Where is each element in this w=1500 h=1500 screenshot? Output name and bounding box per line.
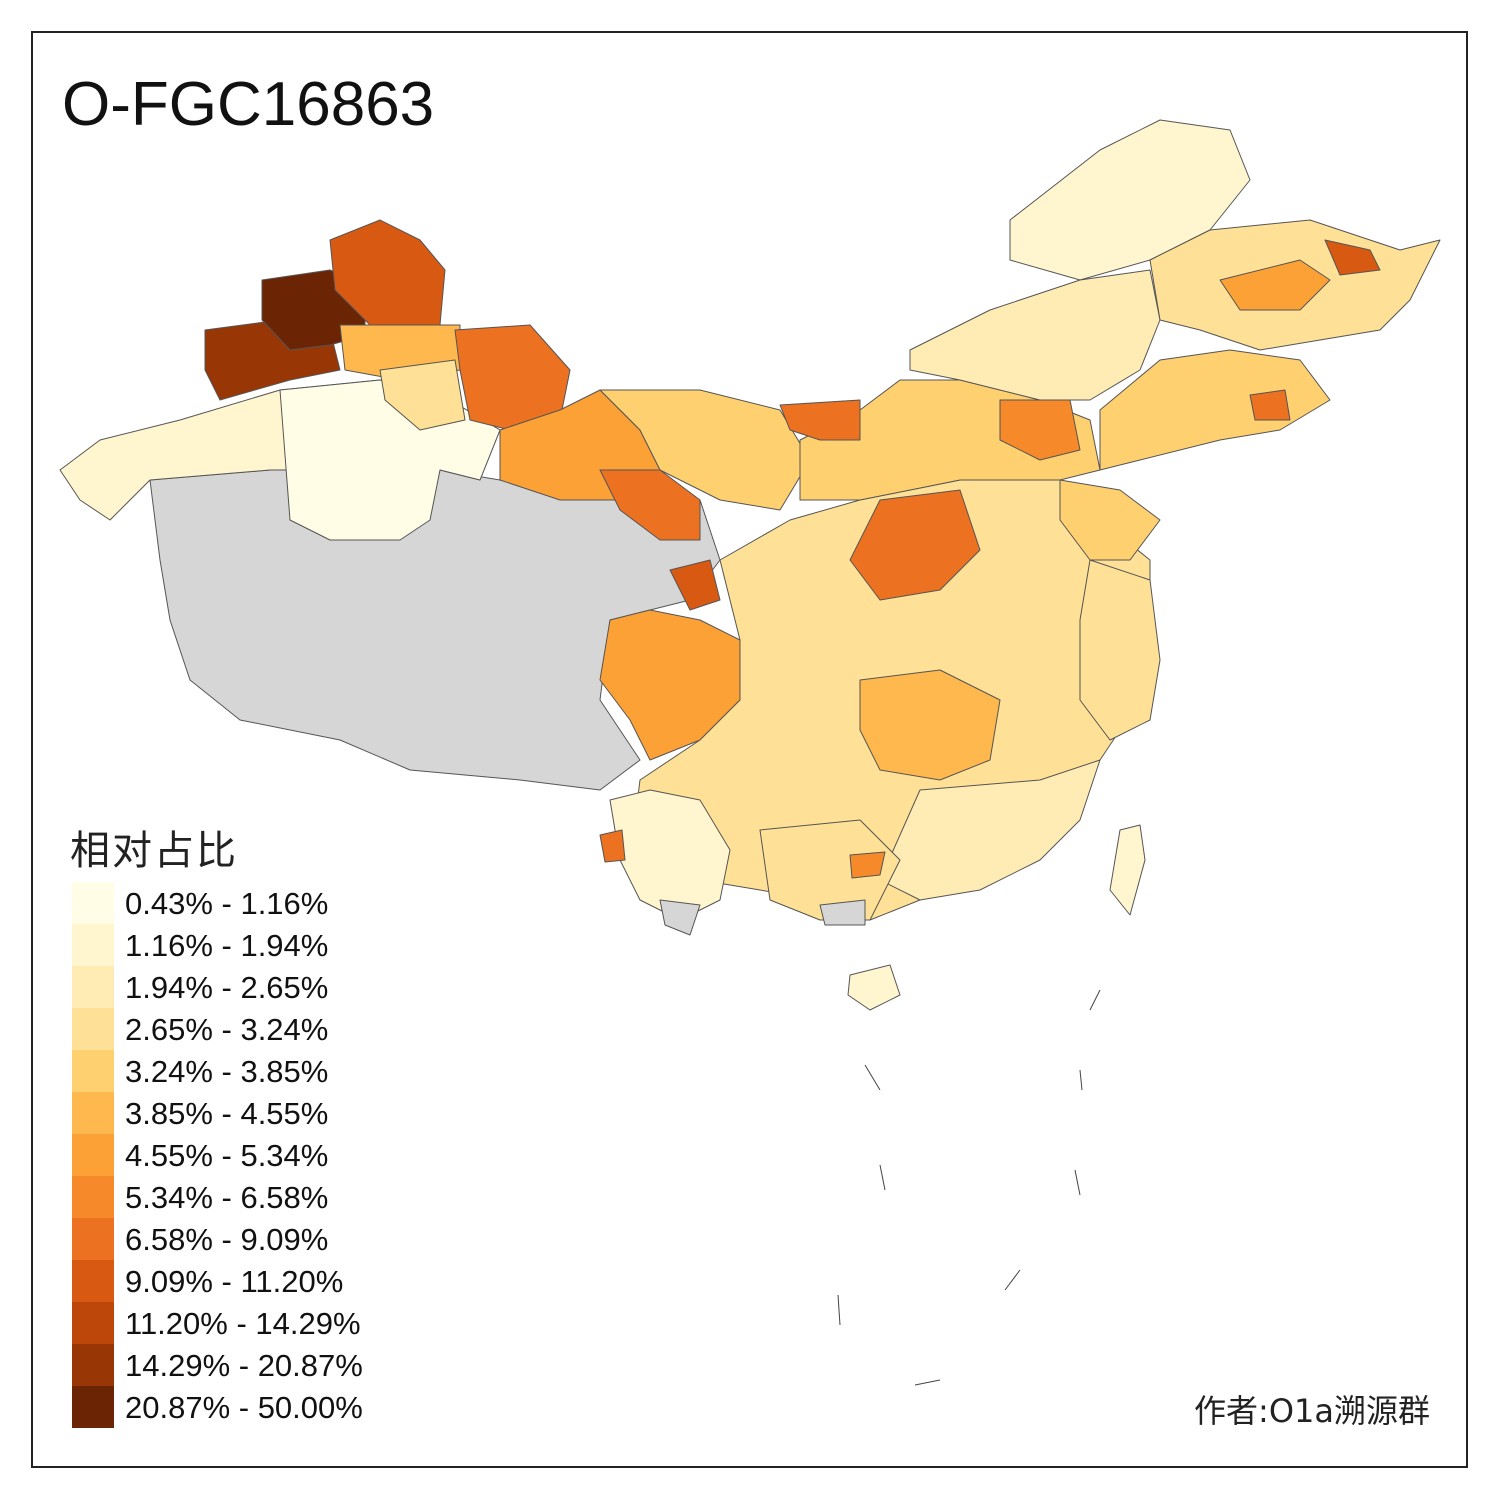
author-credit: 作者:O1a溯源群 bbox=[1194, 1392, 1430, 1430]
region-jiangsu-zhejiang bbox=[1079, 559, 1161, 741]
region-hainan bbox=[847, 964, 901, 1011]
region-taiwan bbox=[1109, 824, 1146, 916]
region-yanbian bbox=[1249, 389, 1291, 421]
legend-label: 3.24% - 3.85% bbox=[125, 1054, 329, 1089]
legend-swatch bbox=[72, 1176, 114, 1218]
legend-label: 14.29% - 20.87% bbox=[125, 1348, 363, 1383]
legend-swatch bbox=[72, 966, 114, 1008]
legend-swatch bbox=[72, 1302, 114, 1344]
map-title: O-FGC16863 bbox=[62, 70, 435, 139]
region-inner-mongolia-east bbox=[909, 269, 1161, 401]
region-dehong bbox=[599, 829, 626, 863]
legend-label: 3.85% - 4.55% bbox=[125, 1096, 329, 1131]
legend-label: 5.34% - 6.58% bbox=[125, 1180, 329, 1215]
region-fujian-guangdong bbox=[879, 759, 1101, 901]
region-gansu-hexi bbox=[599, 469, 701, 541]
legend-swatch bbox=[72, 1386, 114, 1428]
legend-swatch bbox=[72, 1260, 114, 1302]
region-inner-mongolia-west bbox=[599, 389, 811, 511]
legend-swatch bbox=[72, 1134, 114, 1176]
legend-label: 2.65% - 3.24% bbox=[125, 1012, 329, 1047]
region-hunan-hubei bbox=[859, 669, 1001, 781]
region-guangxi-south bbox=[819, 899, 866, 926]
region-sichuan-aba bbox=[669, 559, 721, 611]
legend-swatch bbox=[72, 1050, 114, 1092]
legend-swatch bbox=[72, 1344, 114, 1386]
legend-label: 4.55% - 5.34% bbox=[125, 1138, 329, 1173]
legend-title: 相对占比 bbox=[70, 828, 238, 874]
legend-swatch bbox=[72, 1008, 114, 1050]
legend-label: 6.58% - 9.09% bbox=[125, 1222, 329, 1257]
region-yunnan bbox=[609, 789, 731, 921]
legend-label: 11.20% - 14.29% bbox=[125, 1306, 361, 1341]
legend-label: 9.09% - 11.20% bbox=[125, 1264, 344, 1299]
legend-label: 20.87% - 50.00% bbox=[125, 1390, 363, 1425]
region-jiamusi bbox=[1324, 239, 1381, 276]
legend-swatch bbox=[72, 924, 114, 966]
legend-swatch bbox=[72, 1218, 114, 1260]
legend-swatch bbox=[72, 1092, 114, 1134]
legend-label: 0.43% - 1.16% bbox=[125, 886, 329, 921]
region-jilin-liaoning bbox=[1099, 349, 1331, 471]
region-islands-nine-dash bbox=[837, 989, 1101, 1386]
region-guangxi bbox=[759, 819, 901, 921]
region-guangxi-east bbox=[849, 851, 886, 879]
region-inner-mongolia-mid bbox=[779, 399, 861, 441]
region-shandong bbox=[1059, 479, 1161, 561]
region-yunnan-south bbox=[659, 899, 701, 936]
region-shanxi-henan bbox=[849, 489, 981, 601]
region-altay bbox=[329, 219, 446, 326]
legend-label: 1.94% - 2.65% bbox=[125, 970, 329, 1005]
region-heilongjiang-east bbox=[1219, 259, 1331, 311]
legend-swatch bbox=[72, 882, 114, 924]
legend-label: 1.16% - 1.94% bbox=[125, 928, 329, 963]
region-turpan bbox=[379, 359, 466, 431]
